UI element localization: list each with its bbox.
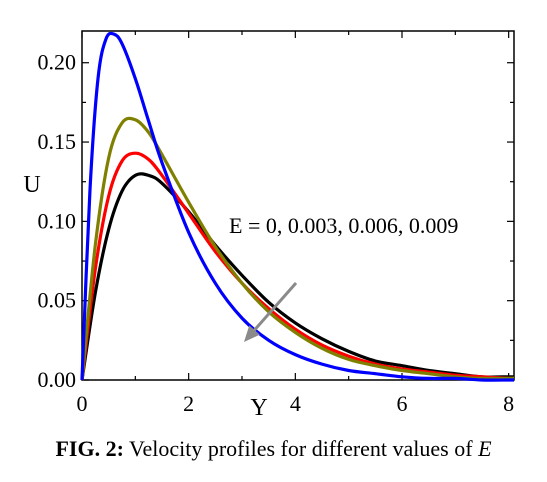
chart: 0 2 4 6 8 0.00 0.05 0.10 0.15 0.20 U Y E = 0, 0.0… <box>23 30 515 421</box>
y-tick-label: 0.15 <box>38 129 77 154</box>
series-line-3 <box>80 31 514 382</box>
series-line-0 <box>80 172 514 381</box>
figure-caption: FIG. 2: Velocity profiles for different … <box>0 436 547 462</box>
x-tick-label: 4 <box>290 391 301 416</box>
x-tick-label: 0 <box>77 391 88 416</box>
y-tick-label: 0.00 <box>38 367 77 392</box>
ticks <box>81 31 514 381</box>
trend-arrow-icon <box>244 282 298 342</box>
x-tick-label: 2 <box>183 391 194 416</box>
x-tick-label: 6 <box>397 391 408 416</box>
plot-frame <box>81 30 515 381</box>
y-tick-label: 0.10 <box>38 208 77 233</box>
caption-symbol: E <box>478 436 492 461</box>
x-axis-label: Y <box>250 395 267 421</box>
tick-labels: 0 2 4 6 8 0.00 0.05 0.10 0.15 0.20 <box>38 50 515 416</box>
y-axis-label: U <box>23 172 40 198</box>
y-tick-label: 0.20 <box>38 50 77 75</box>
parameter-annotation: E = 0, 0.003, 0.006, 0.009 <box>229 213 458 238</box>
series-line-1 <box>80 151 515 381</box>
series-lines <box>80 31 515 382</box>
x-tick-label: 8 <box>503 391 514 416</box>
series-line-2 <box>80 116 514 381</box>
caption-text: Velocity profiles for different values o… <box>123 436 479 461</box>
caption-label: FIG. 2: <box>55 436 124 461</box>
y-tick-label: 0.05 <box>38 288 77 313</box>
